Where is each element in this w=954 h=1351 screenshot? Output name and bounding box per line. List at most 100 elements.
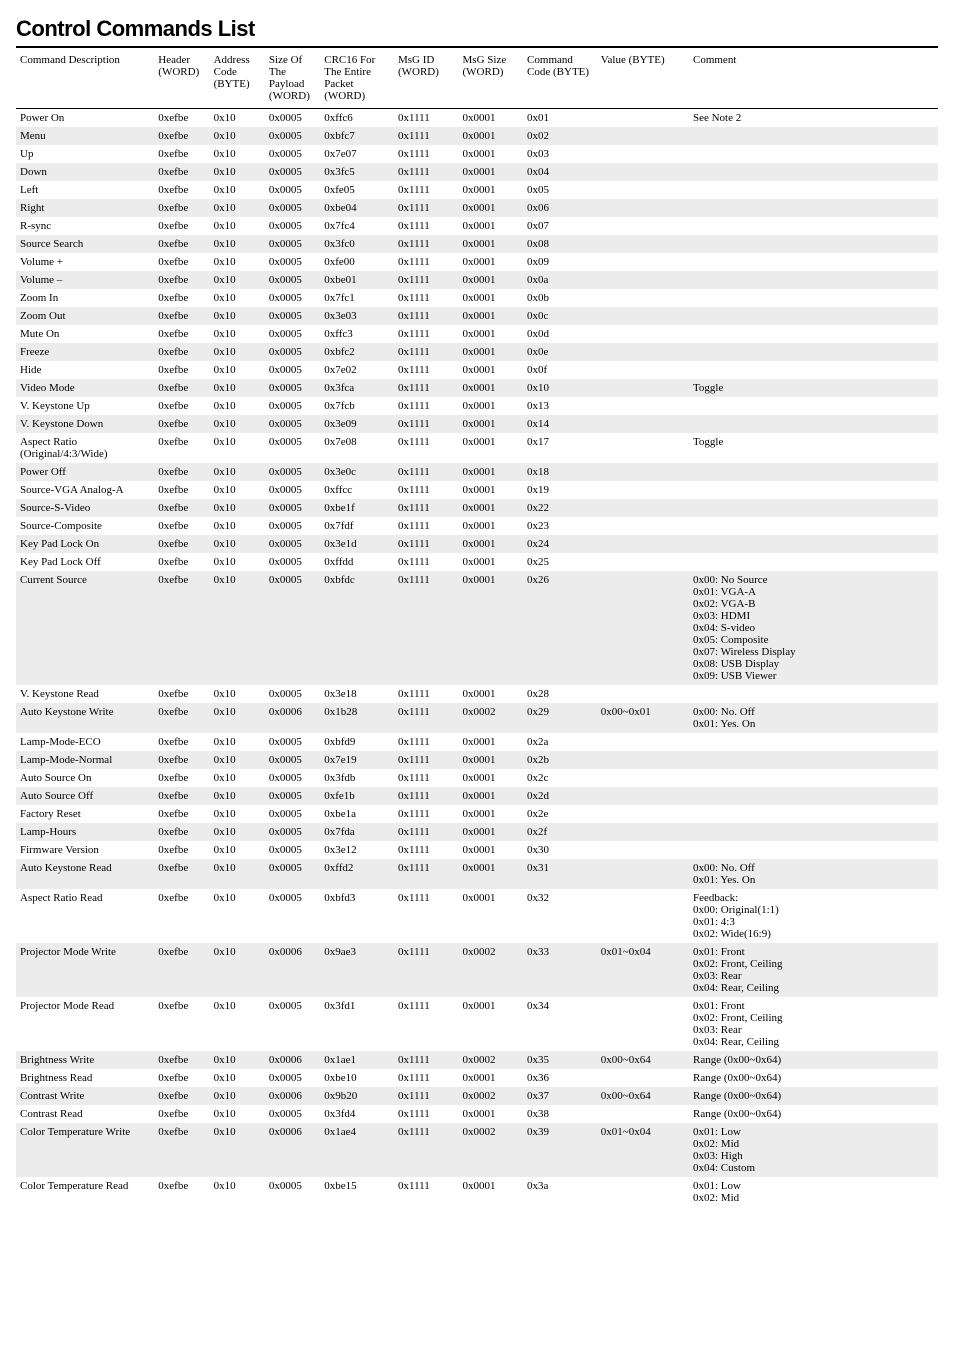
- table-cell: 0xefbe: [154, 769, 209, 787]
- table-cell: 0x0005: [265, 823, 320, 841]
- table-cell: 0x0005: [265, 841, 320, 859]
- table-cell: 0x0001: [459, 433, 524, 463]
- table-cell: [597, 787, 689, 805]
- table-cell: [689, 841, 938, 859]
- table-row: V. Keystone Up0xefbe0x100x00050x7fcb0x11…: [16, 397, 938, 415]
- table-cell: [689, 499, 938, 517]
- table-cell: 0x3fca: [320, 379, 394, 397]
- table-cell: 0x0006: [265, 943, 320, 997]
- table-cell: [597, 217, 689, 235]
- table-cell: Source-S-Video: [16, 499, 154, 517]
- table-cell: 0x0001: [459, 199, 524, 217]
- table-cell: [689, 163, 938, 181]
- table-row: Zoom Out0xefbe0x100x00050x3e030x11110x00…: [16, 307, 938, 325]
- table-row: Video Mode0xefbe0x100x00050x3fca0x11110x…: [16, 379, 938, 397]
- table-cell: 0x0005: [265, 685, 320, 703]
- table-cell: [689, 199, 938, 217]
- table-cell: 0x1111: [394, 289, 459, 307]
- table-cell: 0xbfdc: [320, 571, 394, 685]
- table-cell: 0xefbe: [154, 859, 209, 889]
- table-cell: Mute On: [16, 325, 154, 343]
- table-cell: 0x0005: [265, 379, 320, 397]
- table-cell: 0x08: [523, 235, 597, 253]
- table-row: Factory Reset0xefbe0x100x00050xbe1a0x111…: [16, 805, 938, 823]
- table-cell: [597, 361, 689, 379]
- table-cell: [689, 481, 938, 499]
- table-cell: 0x9b20: [320, 1087, 394, 1105]
- table-cell: Firmware Version: [16, 841, 154, 859]
- table-cell: [597, 769, 689, 787]
- table-cell: [597, 481, 689, 499]
- table-cell: 0xefbe: [154, 361, 209, 379]
- table-cell: 0x0001: [459, 415, 524, 433]
- table-cell: 0x1111: [394, 343, 459, 361]
- table-cell: 0x14: [523, 415, 597, 433]
- table-row: Volume +0xefbe0x100x00050xfe000x11110x00…: [16, 253, 938, 271]
- table-row: Auto Keystone Write0xefbe0x100x00060x1b2…: [16, 703, 938, 733]
- table-cell: 0x3fc0: [320, 235, 394, 253]
- table-cell: Key Pad Lock Off: [16, 553, 154, 571]
- table-cell: 0x7e19: [320, 751, 394, 769]
- table-cell: Contrast Write: [16, 1087, 154, 1105]
- table-cell: 0x0001: [459, 289, 524, 307]
- table-cell: 0x3fd4: [320, 1105, 394, 1123]
- table-cell: 0x01: Low 0x02: Mid: [689, 1177, 938, 1207]
- table-cell: [597, 889, 689, 943]
- table-cell: Freeze: [16, 343, 154, 361]
- table-cell: 0x01~0x04: [597, 943, 689, 997]
- table-cell: 0xefbe: [154, 481, 209, 499]
- table-row: Aspect Ratio (Original/4:3/Wide)0xefbe0x…: [16, 433, 938, 463]
- table-cell: 0x10: [210, 481, 265, 499]
- table-cell: 0x0005: [265, 199, 320, 217]
- table-cell: 0x00: No. Off 0x01: Yes. On: [689, 859, 938, 889]
- table-cell: 0xbfd9: [320, 733, 394, 751]
- table-cell: [597, 859, 689, 889]
- table-cell: Auto Source On: [16, 769, 154, 787]
- table-cell: [597, 1069, 689, 1087]
- table-cell: 0x9ae3: [320, 943, 394, 997]
- table-row: Source-S-Video0xefbe0x100x00050xbe1f0x11…: [16, 499, 938, 517]
- table-cell: 0x0001: [459, 481, 524, 499]
- table-cell: 0xefbe: [154, 217, 209, 235]
- commands-table: Command Description Header (WORD) Addres…: [16, 52, 938, 1207]
- table-row: Projector Mode Write0xefbe0x100x00060x9a…: [16, 943, 938, 997]
- table-header-row: Command Description Header (WORD) Addres…: [16, 52, 938, 109]
- table-cell: Right: [16, 199, 154, 217]
- table-cell: 0xefbe: [154, 325, 209, 343]
- table-cell: 0x1111: [394, 571, 459, 685]
- table-cell: 0x3e12: [320, 841, 394, 859]
- table-cell: 0x0001: [459, 325, 524, 343]
- table-cell: 0x0005: [265, 433, 320, 463]
- table-cell: 0x2d: [523, 787, 597, 805]
- table-cell: [597, 325, 689, 343]
- table-cell: 0x1111: [394, 1051, 459, 1069]
- table-cell: 0x10: [210, 379, 265, 397]
- table-cell: 0x1111: [394, 433, 459, 463]
- table-cell: 0x0005: [265, 481, 320, 499]
- table-cell: 0x0f: [523, 361, 597, 379]
- table-cell: Source Search: [16, 235, 154, 253]
- table-cell: 0x10: [210, 841, 265, 859]
- table-cell: 0x0005: [265, 535, 320, 553]
- table-cell: 0x0005: [265, 769, 320, 787]
- table-cell: 0xefbe: [154, 499, 209, 517]
- table-cell: 0x10: [210, 289, 265, 307]
- table-row: Left0xefbe0x100x00050xfe050x11110x00010x…: [16, 181, 938, 199]
- table-cell: 0xefbe: [154, 517, 209, 535]
- table-cell: 0x10: [210, 1105, 265, 1123]
- table-cell: 0x0001: [459, 307, 524, 325]
- table-cell: 0x00~0x64: [597, 1087, 689, 1105]
- table-cell: 0x10: [210, 751, 265, 769]
- table-cell: Aspect Ratio (Original/4:3/Wide): [16, 433, 154, 463]
- table-cell: 0x0001: [459, 889, 524, 943]
- table-cell: 0x1111: [394, 463, 459, 481]
- col-crc: CRC16 For The Entire Packet (WORD): [320, 52, 394, 109]
- table-cell: 0x1111: [394, 235, 459, 253]
- table-cell: 0x0001: [459, 823, 524, 841]
- table-row: Aspect Ratio Read0xefbe0x100x00050xbfd30…: [16, 889, 938, 943]
- table-row: Auto Keystone Read0xefbe0x100x00050xffd2…: [16, 859, 938, 889]
- table-cell: 0x0005: [265, 517, 320, 535]
- table-cell: 0x0001: [459, 379, 524, 397]
- table-cell: 0x3e09: [320, 415, 394, 433]
- table-cell: [689, 307, 938, 325]
